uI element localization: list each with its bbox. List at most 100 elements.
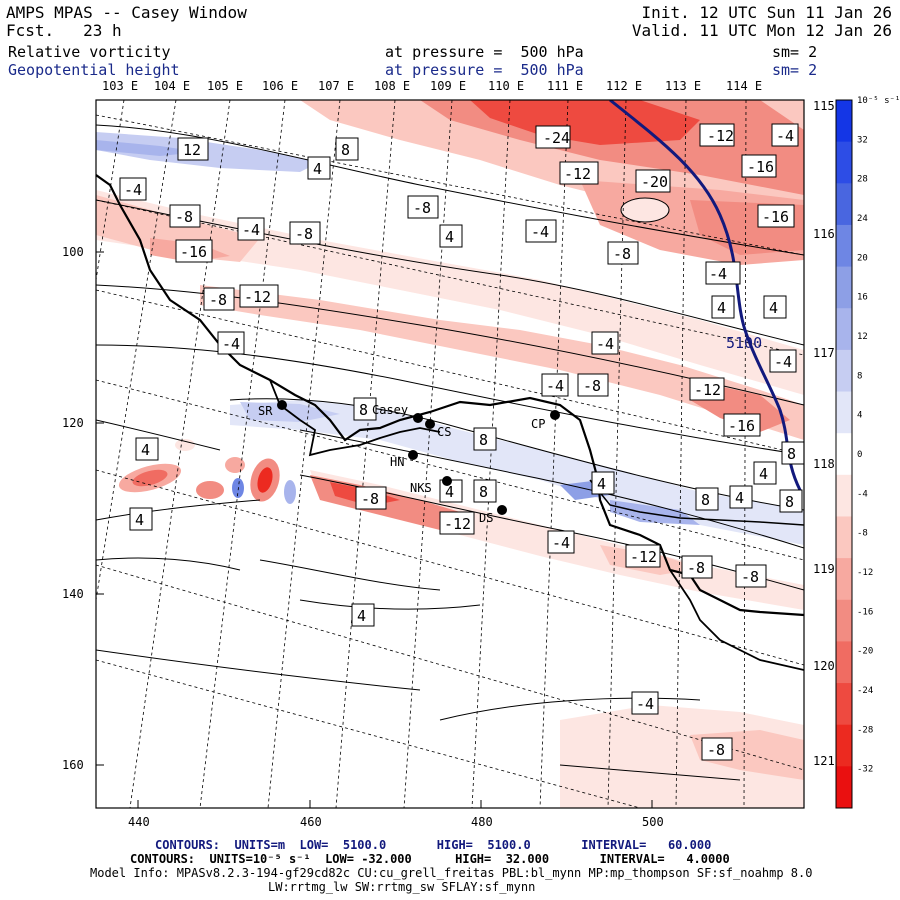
svg-text:-12: -12 bbox=[707, 127, 734, 145]
svg-text:-8: -8 bbox=[361, 490, 379, 508]
vorticity-band bbox=[96, 190, 804, 395]
svg-text:8: 8 bbox=[701, 491, 710, 509]
contour-label: -12 bbox=[439, 511, 475, 535]
colorbar-label: -16 bbox=[857, 607, 873, 617]
vorticity-cell bbox=[257, 467, 273, 493]
svg-text:4: 4 bbox=[141, 441, 150, 459]
colorbar-swatch bbox=[836, 224, 852, 268]
svg-text:8: 8 bbox=[785, 493, 794, 511]
colorbar-label: -20 bbox=[857, 647, 873, 657]
station-dot bbox=[277, 400, 287, 410]
svg-text:-8: -8 bbox=[413, 199, 431, 217]
colorbar-label: 32 bbox=[857, 135, 868, 145]
contour-label: 4 bbox=[711, 295, 735, 319]
lon-label: 106 E bbox=[262, 79, 298, 93]
svg-text:4: 4 bbox=[717, 299, 726, 317]
stations: SR Casey CS HN NKS DS CP bbox=[258, 400, 560, 525]
svg-text:-12: -12 bbox=[444, 515, 471, 533]
contour-label: -16 bbox=[757, 204, 795, 228]
svg-text:8: 8 bbox=[341, 141, 350, 159]
footer-height-a: CONTOURS: UNITS=m LOW= 5100.0 bbox=[155, 838, 387, 852]
station-label: DS bbox=[479, 511, 493, 525]
contour-label: 8 bbox=[353, 397, 377, 421]
svg-text:4: 4 bbox=[313, 160, 322, 178]
contour-label: -12 bbox=[689, 377, 725, 401]
svg-text:-4: -4 bbox=[774, 353, 792, 371]
contour-label: 8 bbox=[779, 489, 803, 513]
colorbar-labels: 32 28 24 20 16 12 8 4 0 -4 -8 -12 -16 -20 -24 -28 -32 bbox=[857, 135, 873, 774]
contour-label: -4 bbox=[119, 177, 147, 201]
colorbar-unit: 10⁻⁵ s⁻¹ bbox=[857, 96, 900, 106]
svg-text:-4: -4 bbox=[124, 181, 142, 199]
contour-label: 4 bbox=[351, 603, 375, 627]
colorbar-label: 28 bbox=[857, 175, 868, 185]
lon-label: 111 E bbox=[547, 79, 583, 93]
svg-text:-20: -20 bbox=[641, 173, 668, 191]
coastline bbox=[96, 174, 804, 617]
vorticity-cell bbox=[232, 478, 244, 498]
contour-label: -8 bbox=[407, 195, 439, 219]
field1-pressure: at pressure = 500 hPa bbox=[385, 43, 584, 61]
contour-label: -4 bbox=[541, 373, 569, 397]
svg-text:-4: -4 bbox=[636, 695, 654, 713]
colorbar-label: -28 bbox=[857, 725, 873, 735]
station-dot bbox=[413, 413, 423, 423]
colorbar bbox=[835, 99, 853, 809]
contour-label: 8 bbox=[473, 427, 497, 451]
lon-label: 105 E bbox=[207, 79, 243, 93]
footer-vort-c: INTERVAL= 4.0000 bbox=[599, 852, 730, 866]
vorticity-band bbox=[96, 140, 200, 156]
contour-label: 4 bbox=[753, 461, 777, 485]
lon-label: 108 E bbox=[374, 79, 410, 93]
svg-text:-12: -12 bbox=[564, 165, 591, 183]
contour-label: -4 bbox=[631, 691, 659, 715]
footer-vort-b: HIGH= 32.000 bbox=[455, 852, 550, 866]
contour-label: -8 bbox=[607, 241, 639, 265]
svg-text:4: 4 bbox=[769, 299, 778, 317]
contour-label: -8 bbox=[681, 555, 713, 579]
lon-label: 109 E bbox=[430, 79, 466, 93]
vorticity-cell bbox=[284, 480, 296, 504]
colorbar-label: -32 bbox=[857, 765, 873, 775]
colorbar-label: 4 bbox=[857, 411, 862, 421]
contour-label: -12 bbox=[699, 123, 735, 147]
lon-label: 112 E bbox=[606, 79, 642, 93]
svg-text:4: 4 bbox=[135, 511, 144, 529]
svg-text:-4: -4 bbox=[222, 335, 240, 353]
contour-label: -4 bbox=[591, 331, 619, 355]
station-label: HN bbox=[390, 455, 404, 469]
contour-label: -8 bbox=[289, 221, 321, 245]
vorticity-band bbox=[200, 285, 804, 440]
station-dot bbox=[497, 505, 507, 515]
svg-text:4: 4 bbox=[445, 483, 454, 501]
svg-text:-8: -8 bbox=[707, 741, 725, 759]
contour-label: -8 bbox=[169, 204, 201, 228]
map-frame bbox=[95, 99, 805, 809]
svg-text:-8: -8 bbox=[175, 208, 193, 226]
svg-text:-4: -4 bbox=[552, 534, 570, 552]
svg-text:4: 4 bbox=[357, 607, 366, 625]
station-label: CS bbox=[437, 425, 451, 439]
svg-text:-16: -16 bbox=[728, 417, 755, 435]
colorbar-swatch bbox=[836, 266, 852, 309]
contour-label: -4 bbox=[547, 530, 575, 554]
lon-label: 114 E bbox=[726, 79, 762, 93]
colorbar-label: 12 bbox=[857, 332, 868, 342]
station-dot bbox=[550, 410, 560, 420]
contour-label: -8 bbox=[735, 564, 767, 588]
contour-label: -20 bbox=[635, 169, 671, 193]
ice-edge bbox=[589, 479, 804, 526]
colorbar-swatch bbox=[836, 100, 852, 143]
svg-text:12: 12 bbox=[183, 141, 201, 159]
contour-label: 4 bbox=[763, 295, 787, 319]
colorbar-label: -8 bbox=[857, 529, 868, 539]
contour-label: -8 bbox=[577, 373, 609, 397]
svg-text:-16: -16 bbox=[762, 208, 789, 226]
contour-label: -4 bbox=[217, 331, 245, 355]
lon-label: 113 E bbox=[665, 79, 701, 93]
y-tick: 120 bbox=[62, 416, 84, 430]
svg-text:-8: -8 bbox=[583, 377, 601, 395]
colorbar-swatch bbox=[836, 391, 852, 434]
contour-label: -8 bbox=[355, 486, 387, 510]
vorticity-band bbox=[96, 195, 260, 262]
